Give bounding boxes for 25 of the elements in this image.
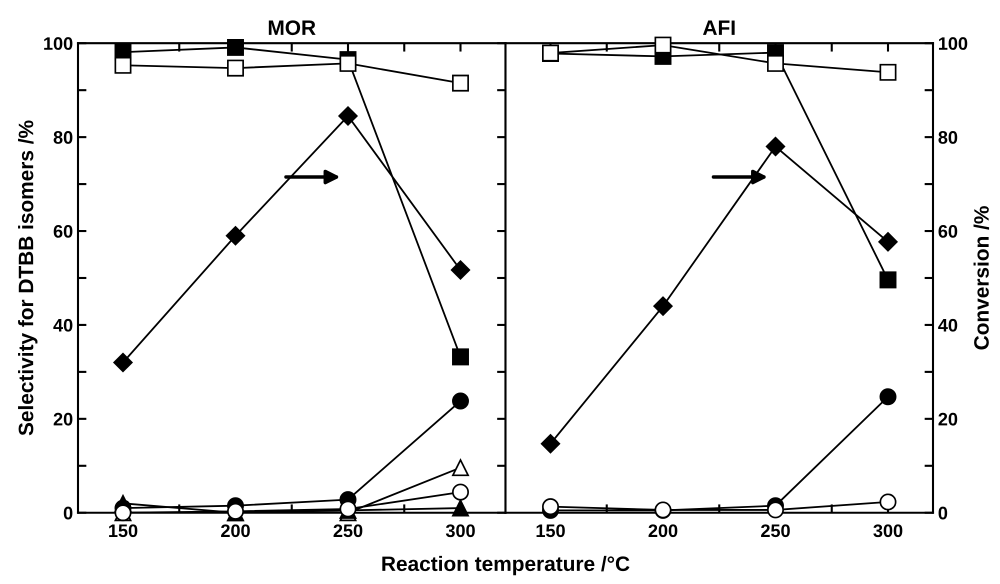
chart-title: MOR — [268, 20, 316, 36]
chart-title: AFI — [702, 20, 735, 35]
x-tick-label: 150 — [536, 524, 565, 538]
y2-axis-title: Conversion /% — [974, 206, 990, 350]
y-axis-title: Selectivity for DTBB isomers /% — [18, 120, 38, 436]
x-tick-label: 300 — [446, 524, 475, 538]
x-tick-label: 150 — [109, 524, 138, 538]
y-tick-label: 80 — [54, 131, 72, 144]
y2-tick-label: 80 — [938, 131, 958, 144]
y-tick-label: 40 — [53, 318, 72, 332]
y-tick-label: 60 — [54, 224, 72, 238]
y2-tick-label: 0 — [938, 506, 948, 520]
x-tick-label: 200 — [221, 524, 250, 538]
y2-tick-label: 20 — [938, 412, 958, 426]
x-tick-label: 250 — [334, 524, 362, 538]
y2-tick-label: 40 — [938, 318, 958, 332]
y-tick-label: 20 — [54, 412, 72, 426]
x-tick-label: 300 — [873, 524, 902, 538]
y2-tick-label: 100 — [939, 37, 968, 50]
x-tick-label: 250 — [761, 524, 790, 538]
y-tick-label: 0 — [64, 506, 72, 520]
y-tick-label: 100 — [44, 37, 72, 50]
x-tick-label: 200 — [648, 524, 678, 538]
x-axis-title: Reaction temperature /°C — [382, 556, 630, 576]
y2-tick-label: 60 — [938, 224, 958, 238]
